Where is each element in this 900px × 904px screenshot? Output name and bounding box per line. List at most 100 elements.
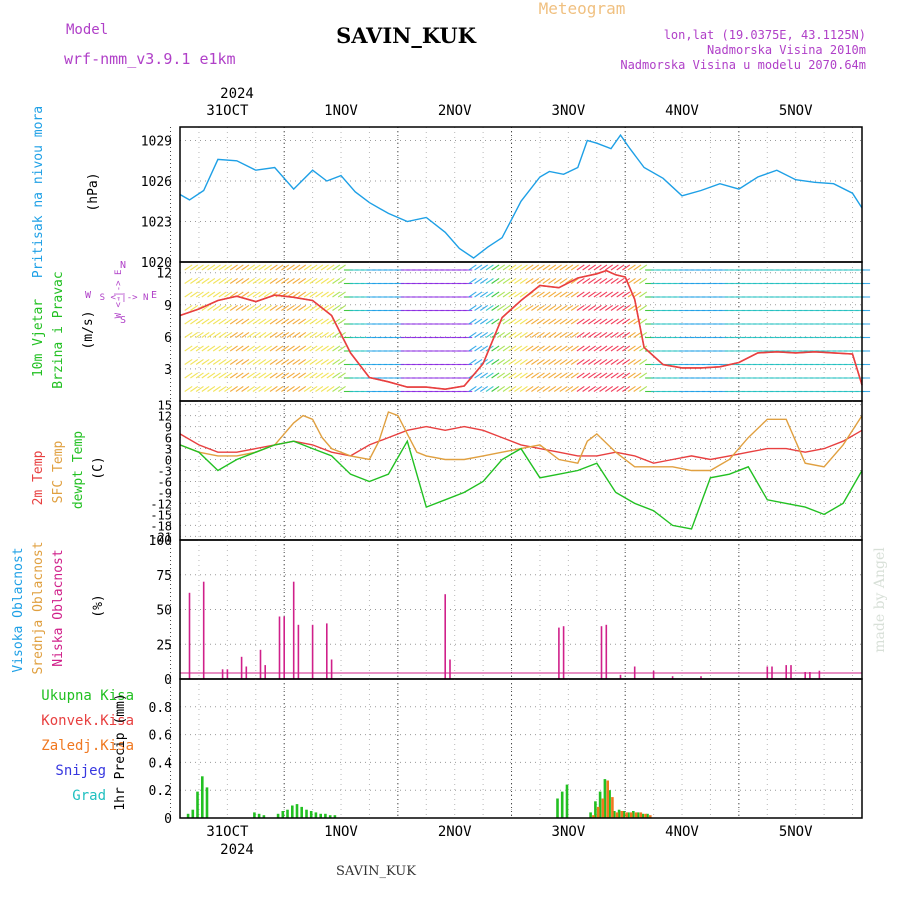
wind-barb: [252, 372, 261, 379]
wind-barb: [474, 277, 483, 284]
bar-niska-oblacnost: [226, 669, 229, 679]
wind-barb: [315, 277, 324, 284]
wind-barb: [303, 385, 312, 392]
wind-barb: [229, 372, 238, 379]
wind-barb: [218, 318, 227, 325]
wind-barb: [337, 385, 346, 392]
wind-barb: [218, 304, 227, 311]
wind-barb: [622, 304, 631, 311]
wind-barb: [195, 358, 204, 365]
wind-barb: [553, 304, 562, 311]
bar-ukupna-kisa: [589, 812, 592, 818]
bar-niska-oblacnost: [558, 627, 560, 679]
wind-barb: [542, 277, 551, 284]
wind-barb: [201, 345, 210, 352]
wind-barb: [207, 345, 216, 352]
wind-barb: [496, 331, 506, 338]
bar-ukupna-kisa: [560, 791, 564, 818]
wind-barb: [622, 291, 631, 298]
wind-barb: [258, 318, 267, 325]
wind-barb: [479, 304, 489, 311]
wind-barb: [587, 277, 597, 284]
wind-barb: [252, 331, 261, 338]
wind-barb: [275, 331, 284, 338]
wind-barb: [542, 358, 551, 365]
wind-barb: [190, 345, 199, 352]
wind-barb: [616, 345, 625, 352]
wind-barb: [610, 331, 619, 338]
footer-station: SAVIN_KUK: [336, 864, 416, 879]
y-tick-label: 50: [156, 604, 172, 619]
wind-barb: [201, 318, 210, 325]
bar-ukupna-kisa: [262, 815, 266, 818]
wind-barb: [576, 345, 585, 352]
wind-barb: [587, 291, 597, 298]
wind-barb: [298, 304, 307, 311]
wind-barb: [627, 304, 636, 311]
wind-barb: [604, 345, 614, 352]
y-tick-label: 12: [156, 267, 172, 282]
wind-barb: [224, 358, 233, 365]
wind-barb: [337, 264, 346, 271]
wind-barb: [320, 291, 329, 298]
wind-barb: [610, 385, 619, 392]
station-title: SAVIN_KUK: [336, 23, 477, 48]
wind-barb: [502, 304, 511, 311]
wind-barb: [622, 318, 631, 325]
wind-barb: [298, 264, 307, 271]
watermark: made by Angel: [872, 547, 888, 653]
year-label-bottom: 2024: [220, 842, 254, 858]
wind-barb: [627, 345, 636, 352]
y-tick-label: 9: [165, 421, 172, 435]
wind-barb: [292, 291, 301, 298]
wind-barb: [474, 358, 483, 365]
wind-barb: [218, 291, 227, 298]
wind-barb: [639, 277, 648, 284]
wind-barb: [479, 291, 489, 298]
wind-barb: [627, 264, 636, 271]
wind-barb: [622, 331, 631, 338]
wind-barb: [559, 331, 568, 338]
wind-barb: [212, 385, 221, 392]
wind-barb: [553, 291, 562, 298]
bar-ukupna-kisa: [632, 811, 635, 818]
bar-niska-oblacnost: [297, 624, 300, 679]
wind-barb: [229, 264, 238, 271]
wind-barb: [587, 304, 597, 311]
wind-barb: [315, 264, 324, 271]
bar-ukupna-kisa: [594, 801, 597, 818]
wind-barb: [263, 385, 273, 392]
wind-barb: [326, 277, 335, 284]
wind-barb: [298, 291, 307, 298]
wind-barb: [275, 264, 284, 271]
wind-barb: [582, 304, 591, 311]
wind-barb: [184, 304, 193, 311]
wind-barb: [224, 372, 233, 379]
day-label-top: 2NOV: [438, 103, 472, 119]
lonlat-text: lon,lat (19.0375E, 43.1125N): [664, 28, 866, 42]
wind-barb: [582, 264, 591, 271]
wind-barb: [326, 345, 335, 352]
bar-ukupna-kisa: [333, 815, 337, 818]
y-tick-label: 0.8: [149, 701, 172, 716]
wind-barb: [485, 372, 494, 379]
wind-barb: [474, 318, 483, 325]
cloud-side-label-low: Niska Oblacnost: [51, 549, 66, 666]
bar-niska-oblacnost: [330, 659, 333, 679]
wind-barb: [639, 291, 648, 298]
wind-barb: [479, 345, 489, 352]
wind-barb: [587, 358, 597, 365]
bar-ukupna-kisa: [300, 806, 303, 818]
bar-ukupna-kisa: [295, 804, 299, 818]
model-label: Model: [66, 22, 108, 38]
wind-barb: [281, 304, 290, 311]
wind-barb: [491, 318, 500, 325]
wind-barb: [235, 264, 244, 271]
bar-zaledj.kisa: [601, 798, 605, 818]
wind-barb: [508, 318, 517, 325]
wind-barb: [576, 358, 585, 365]
wind-barb: [622, 345, 631, 352]
wind-barb: [519, 277, 528, 284]
y-tick-label: 0.4: [149, 756, 173, 771]
day-label-bottom: 2NOV: [438, 824, 472, 840]
